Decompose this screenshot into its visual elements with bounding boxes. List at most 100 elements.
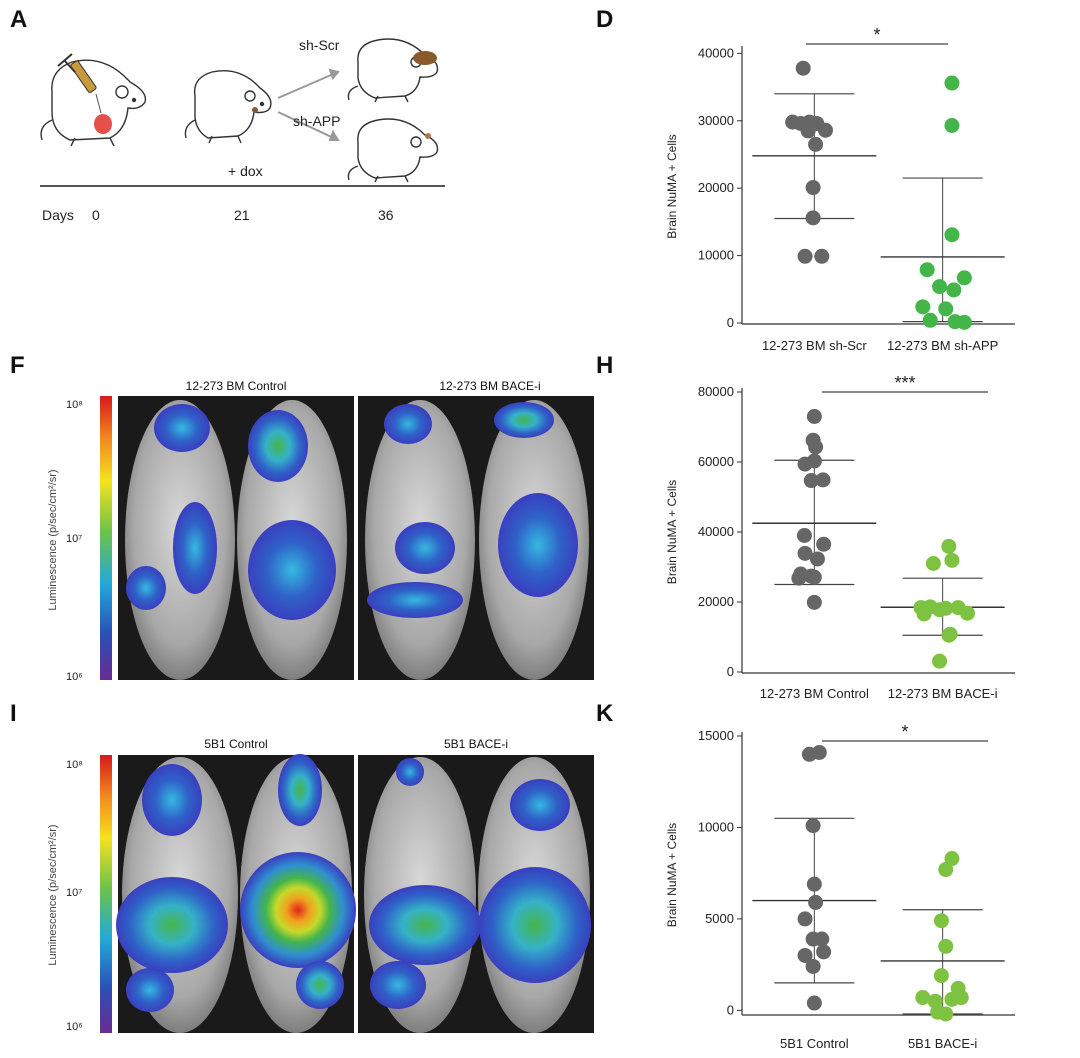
signal-f-4-head xyxy=(494,402,554,438)
branch-arrows xyxy=(277,68,340,141)
data-point xyxy=(815,472,831,488)
signal-f-3-head xyxy=(384,404,432,444)
data-point xyxy=(805,180,821,196)
data-point xyxy=(797,545,813,561)
y-tick-label: 20000 xyxy=(698,180,734,195)
y-tick-label: 60000 xyxy=(698,454,734,469)
data-point xyxy=(919,262,935,278)
chart-k: 0 5000 10000 15000 Brain NuMA + Cells 5B1 Con… xyxy=(665,722,1015,1051)
data-point xyxy=(811,744,827,760)
y-tick-label: 40000 xyxy=(698,524,734,539)
data-point xyxy=(806,569,822,585)
y-tick-label: 0 xyxy=(727,315,734,330)
data-point xyxy=(916,606,932,622)
data-point xyxy=(808,136,824,152)
y-axis-label: Brain NuMA + Cells xyxy=(665,823,679,927)
data-point xyxy=(933,968,949,984)
data-point xyxy=(805,818,821,834)
signal-i-1-leg xyxy=(126,968,174,1012)
data-point xyxy=(946,282,962,298)
y-tick-label: 30000 xyxy=(698,113,734,128)
signal-i-1-body xyxy=(116,877,228,973)
data-point xyxy=(938,301,954,317)
mouse-dox-icon xyxy=(184,70,272,144)
significance-label: *** xyxy=(894,373,915,393)
data-point xyxy=(800,123,816,139)
data-point xyxy=(816,944,832,960)
data-point xyxy=(932,602,948,618)
panel-i-imaging: 10⁸ 10⁷ 10⁶ Luminescence (p/sec/cm²/sr) … xyxy=(47,737,594,1033)
y-tick-label: 80000 xyxy=(698,384,734,399)
data-point xyxy=(808,894,824,910)
data-point xyxy=(797,248,813,264)
signal-f-2-head xyxy=(248,410,308,482)
data-point xyxy=(806,594,822,610)
panel-letter-h: H xyxy=(596,352,614,379)
x-category-label: 12-273 BM sh-APP xyxy=(887,338,998,353)
data-point xyxy=(809,551,825,567)
data-point xyxy=(803,473,819,489)
data-point xyxy=(797,947,813,963)
signal-f-1-body xyxy=(173,502,217,594)
x-category-label: 5B1 Control xyxy=(780,1036,849,1051)
data-point xyxy=(944,227,960,243)
data-point xyxy=(942,626,958,642)
y-axis-label: Brain NuMA + Cells xyxy=(665,480,679,584)
panel-letter-a: A xyxy=(10,6,28,33)
data-point xyxy=(944,851,960,867)
tumor-cells-icon xyxy=(94,114,112,134)
data-point xyxy=(959,605,975,621)
signal-f-3-body xyxy=(395,522,455,574)
panel-letter-d: D xyxy=(596,6,614,33)
signal-f-4-body xyxy=(498,493,578,597)
syringe-icon xyxy=(57,53,102,114)
y-tick-label: 10000 xyxy=(698,248,734,263)
brain-seed-icon xyxy=(252,107,258,113)
image-i-control-label: 5B1 Control xyxy=(204,737,267,751)
signal-f-1-head xyxy=(154,404,210,452)
mouse-sh-scr-icon xyxy=(347,38,439,103)
signal-i-2-head xyxy=(278,754,322,826)
colorbar-i-tick-low: 10⁶ xyxy=(66,1021,83,1033)
panel-letter-k: K xyxy=(596,700,614,727)
panel-letter-i: I xyxy=(10,700,17,727)
x-category-label: 12-273 BM BACE-i xyxy=(888,686,998,701)
y-tick-label: 40000 xyxy=(698,45,734,60)
data-point xyxy=(805,210,821,226)
signal-i-3-body xyxy=(369,885,481,965)
data-point xyxy=(944,117,960,133)
signal-i-4-body xyxy=(479,867,591,983)
mouse-injected-icon xyxy=(40,59,147,147)
data-point xyxy=(915,299,931,315)
signal-i-2-leg xyxy=(296,961,344,1009)
data-point xyxy=(933,913,949,929)
signal-f-3-flank xyxy=(367,582,463,618)
panel-f-imaging: 10⁸ 10⁷ 10⁶ Luminescence (p/sec/cm²/sr) … xyxy=(47,379,594,683)
data-point xyxy=(818,122,834,138)
chart-h: 0 20000 40000 60000 80000 Brain NuMA + Cells 1… xyxy=(665,373,1015,701)
panel-a-schematic: sh-Scr sh-APP + dox Days 0 21 36 xyxy=(40,37,445,223)
arm-sh-app-label: sh-APP xyxy=(293,113,340,129)
chart-d: 0 10000 20000 30000 40000 Brain NuMA + Cells 1… xyxy=(665,25,1015,353)
data-point xyxy=(806,995,822,1011)
image-f-bace-label: 12-273 BM BACE-i xyxy=(439,379,540,393)
data-point xyxy=(797,911,813,927)
data-point xyxy=(795,60,811,76)
y-tick-label: 0 xyxy=(727,664,734,679)
data-point xyxy=(796,528,812,543)
mouse-sh-app-icon xyxy=(347,118,439,183)
x-category-label: 5B1 BACE-i xyxy=(908,1036,977,1051)
arm-sh-scr-label: sh-Scr xyxy=(299,37,340,53)
significance-label: * xyxy=(901,722,908,742)
timeline-days-label: Days xyxy=(42,207,74,223)
x-category-label: 12-273 BM sh-Scr xyxy=(762,338,867,353)
data-point xyxy=(915,990,931,1006)
colorbar-i-label: Luminescence (p/sec/cm²/sr) xyxy=(47,824,59,965)
data-point xyxy=(956,314,972,330)
data-point xyxy=(932,279,948,295)
y-tick-label: 10000 xyxy=(698,819,734,834)
timeline-tick-36: 36 xyxy=(378,207,394,223)
colorbar-f-label: Luminescence (p/sec/cm²/sr) xyxy=(47,469,59,610)
data-point xyxy=(791,570,807,586)
